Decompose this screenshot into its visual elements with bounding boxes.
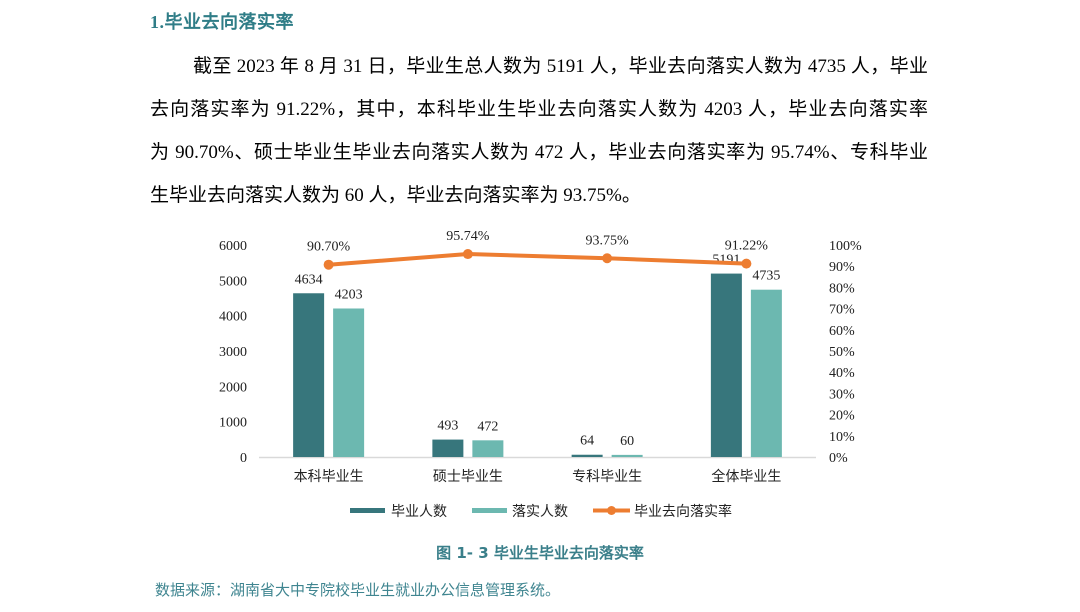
right-tick-label: 20% [829, 409, 855, 424]
paragraph-line: 截至 2023 年 8 月 31 日，毕业生总人数为 5191 人，毕业去向落实… [193, 56, 928, 77]
left-y-axis: 0 1000 2000 3000 4000 5000 6000 [219, 239, 247, 466]
bar-value-label: 60 [620, 434, 634, 449]
rate-value-label: 93.75% [586, 233, 630, 248]
left-tick-label: 1000 [219, 416, 247, 431]
paragraph-line: 为 90.70%、硕士毕业生毕业去向落实人数为 472 人，毕业去向落实率为 9… [150, 142, 928, 163]
bar-graduates [710, 273, 742, 457]
rate-value-label: 90.70% [307, 240, 351, 255]
bar-placed [611, 454, 643, 457]
bar-graduates [571, 454, 603, 457]
paragraph-line: 去向落实率为 91.22%，其中，本科毕业生毕业去向落实人数为 4203 人，毕… [150, 99, 928, 120]
legend-swatch [350, 508, 385, 513]
bar-value-label: 4735 [752, 269, 780, 284]
left-tick-label: 6000 [219, 239, 247, 254]
section-title: 1.毕业去向落实率 [150, 12, 294, 32]
figure-caption: 图 1- 3 毕业生毕业去向落实率 [436, 544, 644, 562]
bar-graduates [293, 293, 325, 457]
left-tick-label: 5000 [219, 274, 247, 289]
paragraph-line: 生毕业去向落实人数为 60 人，毕业去向落实率为 93.75%。 [150, 185, 641, 206]
left-tick-label: 4000 [219, 310, 247, 325]
bar-value-label: 4203 [335, 287, 363, 302]
bar-value-label: 472 [477, 419, 498, 434]
legend-label: 落实人数 [512, 504, 568, 520]
right-tick-label: 50% [829, 345, 855, 360]
category-label: 专科毕业生 [572, 469, 642, 485]
right-tick-label: 70% [829, 303, 855, 318]
category-label: 全体毕业生 [711, 468, 781, 485]
rate-value-label: 91.22% [725, 239, 769, 254]
right-tick-label: 40% [829, 366, 855, 381]
category-label: 本科毕业生 [294, 469, 364, 485]
line-series: 90.70% 95.74% 93.75% 91.22% [307, 229, 768, 270]
right-tick-label: 30% [829, 387, 855, 402]
rate-marker [462, 249, 473, 260]
right-tick-label: 80% [829, 281, 855, 296]
rate-line [328, 252, 747, 267]
category-labels: 本科毕业生 硕士毕业生 专科毕业生 全体毕业生 [294, 468, 782, 485]
legend-marker [607, 506, 616, 515]
right-tick-label: 60% [829, 324, 855, 339]
right-tick-label: 10% [829, 430, 855, 445]
bar-value-label: 5191 [712, 253, 740, 268]
bar-value-label: 64 [580, 434, 594, 449]
bar-placed [750, 289, 782, 457]
bar-placed [333, 308, 365, 457]
bar-value-label: 493 [437, 419, 458, 434]
bar-value-label: 4634 [295, 272, 323, 287]
bar-series [293, 273, 782, 457]
right-tick-label: 100% [829, 239, 862, 254]
left-tick-label: 0 [240, 451, 247, 466]
right-tick-label: 90% [829, 260, 855, 275]
left-tick-label: 3000 [219, 345, 247, 360]
right-tick-label: 0% [829, 451, 848, 466]
chart-legend: 毕业人数 落实人数 毕业去向落实率 [350, 503, 732, 520]
data-source-note: 数据来源：湖南省大中专院校毕业生就业办公信息管理系统。 [155, 581, 561, 599]
bar-graduates [432, 439, 464, 457]
rate-marker [323, 259, 334, 270]
right-y-axis: 0% 10% 20% 30% 40% 50% 60% 70% 80% 90% 100% [829, 239, 862, 466]
rate-marker [741, 258, 752, 269]
legend-label: 毕业去向落实率 [634, 503, 732, 520]
legend-label: 毕业人数 [391, 504, 447, 520]
rate-value-label: 95.74% [446, 229, 490, 244]
bar-placed [472, 440, 504, 457]
category-label: 硕士毕业生 [433, 469, 503, 485]
left-tick-label: 2000 [219, 380, 247, 395]
rate-marker [602, 253, 613, 264]
body-paragraph: 截至 2023 年 8 月 31 日，毕业生总人数为 5191 人，毕业去向落实… [150, 45, 928, 217]
legend-swatch [472, 508, 507, 513]
bar-data-labels: 4634 493 64 5191 4203 472 60 4735 [295, 253, 781, 449]
